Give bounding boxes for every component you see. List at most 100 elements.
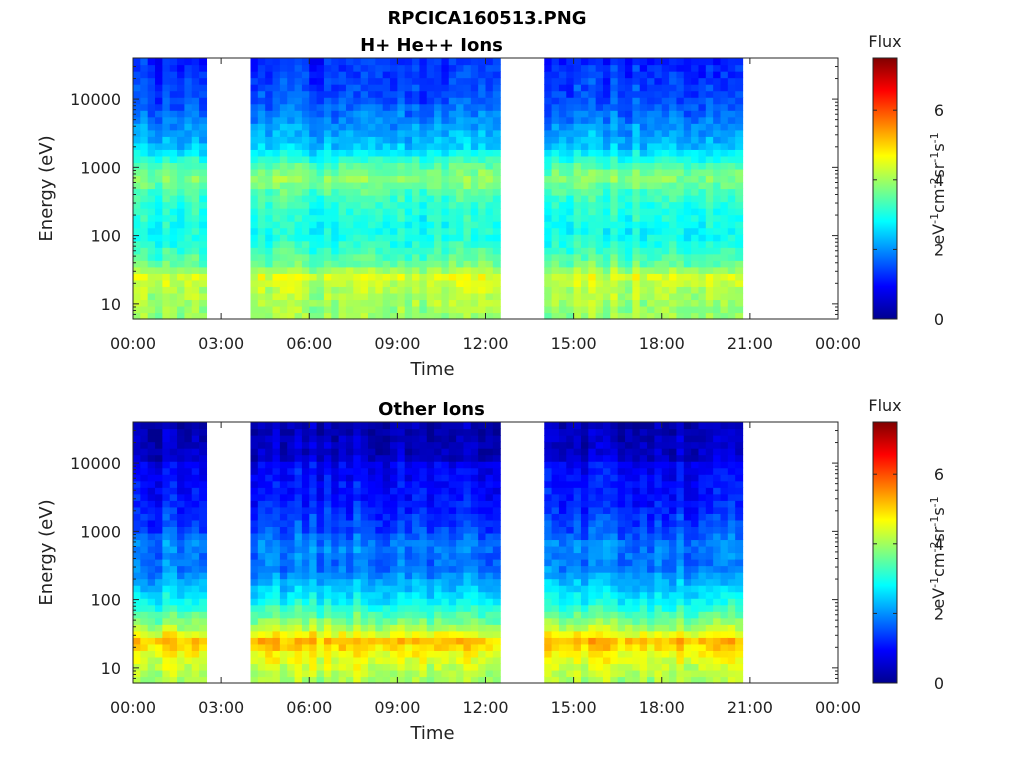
heatmap-cell bbox=[661, 208, 670, 216]
heatmap-cell bbox=[419, 519, 428, 527]
heatmap-cell bbox=[485, 149, 494, 157]
heatmap-cell bbox=[551, 487, 560, 495]
heatmap-cell bbox=[669, 279, 678, 287]
heatmap-cell bbox=[301, 201, 310, 209]
heatmap-cell bbox=[691, 221, 700, 229]
heatmap-cell bbox=[456, 181, 465, 190]
heatmap-cell bbox=[448, 142, 457, 150]
heatmap-cell bbox=[287, 188, 296, 196]
heatmap-cell bbox=[265, 513, 274, 521]
heatmap-cell bbox=[727, 103, 736, 111]
heatmap-cell bbox=[691, 266, 700, 274]
heatmap-cell bbox=[544, 312, 553, 320]
x-tick-label: 06:00 bbox=[286, 334, 332, 353]
heatmap-cell bbox=[713, 84, 722, 92]
heatmap-cell bbox=[169, 71, 178, 79]
heatmap-cell bbox=[375, 84, 384, 92]
heatmap-cell bbox=[375, 422, 384, 430]
heatmap-cell bbox=[155, 168, 163, 177]
heatmap-cell bbox=[345, 123, 354, 131]
heatmap-cell bbox=[412, 214, 420, 222]
heatmap-cell bbox=[456, 578, 465, 586]
heatmap-cell bbox=[162, 663, 171, 671]
heatmap-cell bbox=[309, 312, 318, 320]
heatmap-cell bbox=[368, 565, 376, 573]
heatmap-cell bbox=[390, 312, 398, 320]
heatmap-cell bbox=[338, 467, 347, 475]
heatmap-cell bbox=[735, 240, 744, 248]
heatmap-cell bbox=[404, 643, 413, 651]
heatmap-cell bbox=[199, 64, 208, 72]
heatmap-cell bbox=[595, 123, 604, 131]
heatmap-cell bbox=[441, 181, 450, 190]
heatmap-cell bbox=[573, 585, 582, 593]
heatmap-cell bbox=[705, 84, 714, 92]
heatmap-cell bbox=[478, 58, 487, 66]
heatmap-cell bbox=[551, 58, 560, 66]
heatmap-cell bbox=[338, 247, 347, 255]
heatmap-cell bbox=[426, 663, 435, 671]
heatmap-cell bbox=[177, 461, 185, 469]
heatmap-cell bbox=[647, 299, 655, 307]
heatmap-cell bbox=[485, 240, 494, 248]
heatmap-cell bbox=[353, 181, 362, 190]
heatmap-cell bbox=[368, 90, 376, 98]
heatmap-cell bbox=[338, 669, 347, 678]
heatmap-cell bbox=[588, 578, 597, 586]
heatmap-cell bbox=[265, 181, 274, 190]
heatmap-cell bbox=[390, 299, 398, 307]
heatmap-cell bbox=[199, 84, 208, 92]
heatmap-cell bbox=[382, 116, 391, 124]
heatmap-cell bbox=[654, 116, 663, 124]
heatmap-cell bbox=[463, 312, 472, 320]
heatmap-cell bbox=[434, 77, 443, 85]
heatmap-cell bbox=[390, 513, 398, 521]
heatmap-cell bbox=[345, 214, 354, 222]
heatmap-cell bbox=[419, 64, 428, 72]
heatmap-cell bbox=[279, 240, 288, 248]
heatmap-cell bbox=[257, 221, 266, 229]
heatmap-cell bbox=[250, 116, 259, 124]
heatmap-cell bbox=[360, 474, 369, 482]
heatmap-cell bbox=[647, 175, 655, 183]
heatmap-cell bbox=[323, 136, 332, 144]
heatmap-cell bbox=[316, 591, 325, 599]
heatmap-cell bbox=[316, 168, 325, 177]
heatmap-cell bbox=[177, 116, 185, 124]
heatmap-cell bbox=[331, 253, 340, 261]
heatmap-cell bbox=[632, 136, 641, 144]
heatmap-cell bbox=[661, 162, 670, 170]
heatmap-cell bbox=[485, 305, 494, 314]
heatmap-cell bbox=[331, 448, 340, 456]
heatmap-cell bbox=[169, 519, 178, 527]
heatmap-cell bbox=[566, 71, 575, 79]
heatmap-cell bbox=[404, 253, 413, 261]
heatmap-cell bbox=[147, 64, 156, 72]
heatmap-cell bbox=[309, 506, 318, 514]
heatmap-cell bbox=[345, 572, 354, 580]
heatmap-cell bbox=[573, 487, 582, 495]
heatmap-cell bbox=[184, 422, 193, 430]
heatmap-cell bbox=[287, 604, 296, 612]
heatmap-cell bbox=[191, 565, 200, 573]
heatmap-cell bbox=[691, 142, 700, 150]
heatmap-cell bbox=[177, 84, 185, 92]
heatmap-cell bbox=[140, 273, 149, 281]
heatmap-cell bbox=[353, 650, 362, 658]
heatmap-cell bbox=[331, 312, 340, 320]
heatmap-cell bbox=[625, 305, 633, 314]
heatmap-cell bbox=[250, 480, 259, 488]
heatmap-cell bbox=[257, 428, 266, 436]
heatmap-cell bbox=[463, 149, 472, 157]
heatmap-cell bbox=[368, 286, 376, 294]
heatmap-cell bbox=[698, 136, 707, 144]
heatmap-cell bbox=[735, 155, 744, 164]
heatmap-cell bbox=[434, 221, 443, 229]
heatmap-cell bbox=[360, 617, 369, 625]
heatmap-cell bbox=[155, 585, 163, 593]
heatmap-cell bbox=[147, 604, 156, 612]
heatmap-cell bbox=[426, 273, 435, 281]
heatmap-cell bbox=[257, 487, 266, 495]
heatmap-cell bbox=[169, 545, 178, 554]
heatmap-cell bbox=[382, 480, 391, 488]
